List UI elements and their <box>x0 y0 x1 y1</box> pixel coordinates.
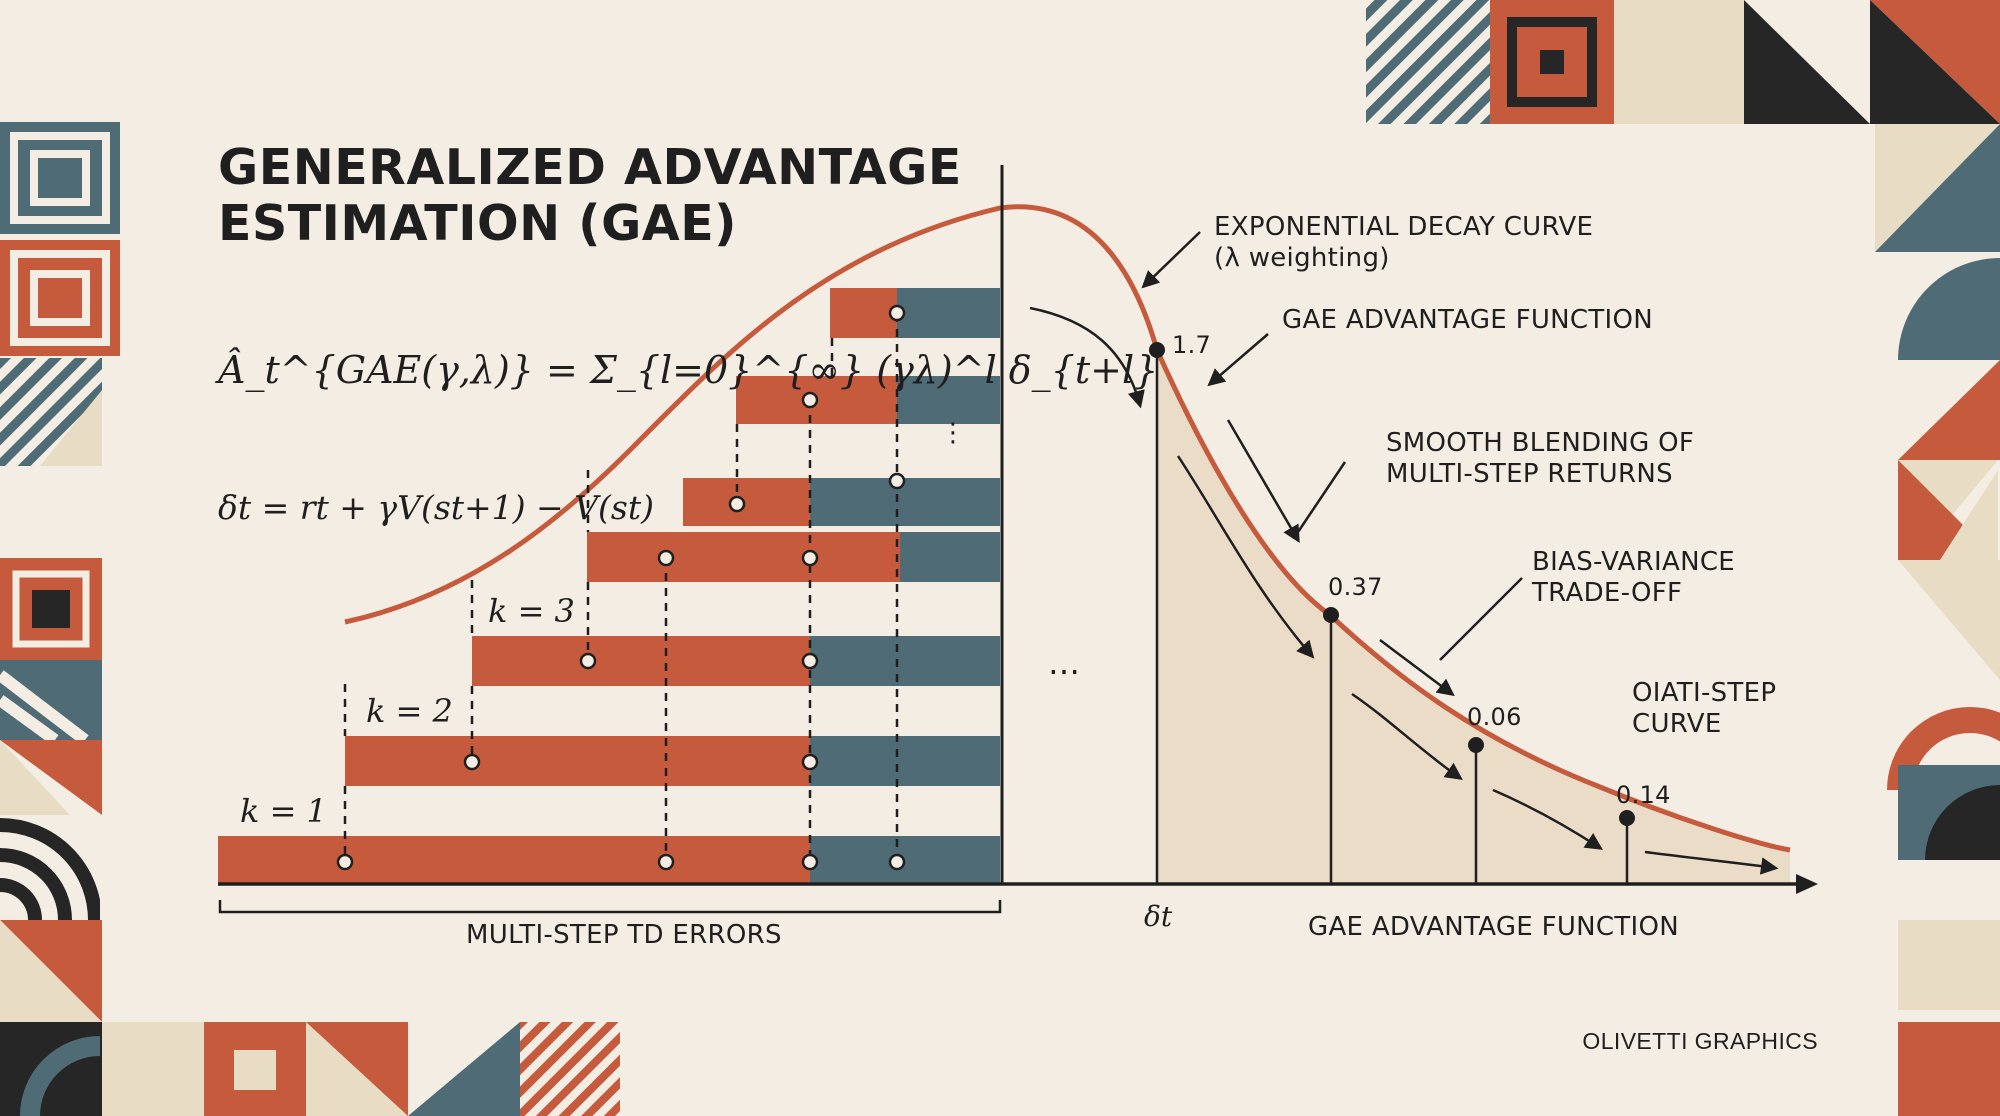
flow-arrows <box>1029 231 1779 875</box>
gae-advantage-label-bottom: GAE ADVANTAGE FUNCTION <box>1308 912 1680 942</box>
exponential-decay-curve <box>344 204 1791 853</box>
bias-variance-label: BIAS-VARIANCE TRADE-OFF <box>1532 547 1736 608</box>
bar-teal <box>900 532 1000 582</box>
step-label-k3: k = 3 <box>488 592 575 630</box>
bar-orange <box>472 636 810 686</box>
delta-t-axis-label: δt <box>1144 900 1173 933</box>
label-pointers <box>1294 461 1523 661</box>
ellipsis-horizontal: … <box>1048 644 1080 682</box>
gae-advantage-label-top: GAE ADVANTAGE FUNCTION <box>1282 305 1654 335</box>
bar-orange <box>830 288 897 338</box>
ellipsis-vertical: ⋮ <box>940 418 966 448</box>
dashed-connectors <box>343 314 899 862</box>
step-label-k1: k = 1 <box>240 792 327 830</box>
value-verticals <box>1155 350 1629 884</box>
bar-orange <box>218 836 810 884</box>
point-value-label: 0.14 <box>1616 781 1671 809</box>
bar-teal <box>897 376 1000 424</box>
bar-orange <box>683 478 810 526</box>
td-markers <box>336 304 906 871</box>
page-title: GENERALIZED ADVANTAGE ESTIMATION (GAE) <box>218 140 962 252</box>
gae-formula: Â_t^{GAE(γ,λ)} = Σ_{l=0}^{∞} (γλ)^l δ_{t… <box>218 348 1159 392</box>
bar-teal <box>810 736 1000 786</box>
value-points <box>1149 342 1635 826</box>
td-bracket <box>218 900 1002 914</box>
point-value-label: 0.37 <box>1328 573 1383 601</box>
step-label-k2: k = 2 <box>366 692 453 730</box>
td-error-formula: δt = rt + γV(st+1) − V(st) <box>218 488 654 527</box>
td-errors-label: MULTI-STEP TD ERRORS <box>466 920 782 950</box>
point-value-label: 0.06 <box>1467 703 1522 731</box>
title-line-2: ESTIMATION (GAE) <box>218 195 738 252</box>
bar-teal <box>810 478 1000 526</box>
axis-arrowhead <box>1796 874 1818 894</box>
bar-teal <box>897 288 1000 338</box>
title-line-1: GENERALIZED ADVANTAGE <box>218 139 962 196</box>
smooth-blending-label: SMOOTH BLENDING OF MULTI-STEP RETURNS <box>1386 428 1695 489</box>
exponential-decay-label: EXPONENTIAL DECAY CURVE (λ weighting) <box>1214 212 1594 273</box>
bar-teal <box>810 636 1000 686</box>
point-value-label: 1.7 <box>1172 331 1212 359</box>
multi-step-curve-label: OIATI-STEP CURVE <box>1632 678 1777 739</box>
bar-orange <box>587 532 900 582</box>
td-error-bars <box>218 288 1000 884</box>
credit-text: OLIVETTI GRAPHICS <box>1582 1028 1818 1054</box>
gae-area-shading <box>1157 350 1790 884</box>
bar-orange <box>345 736 810 786</box>
